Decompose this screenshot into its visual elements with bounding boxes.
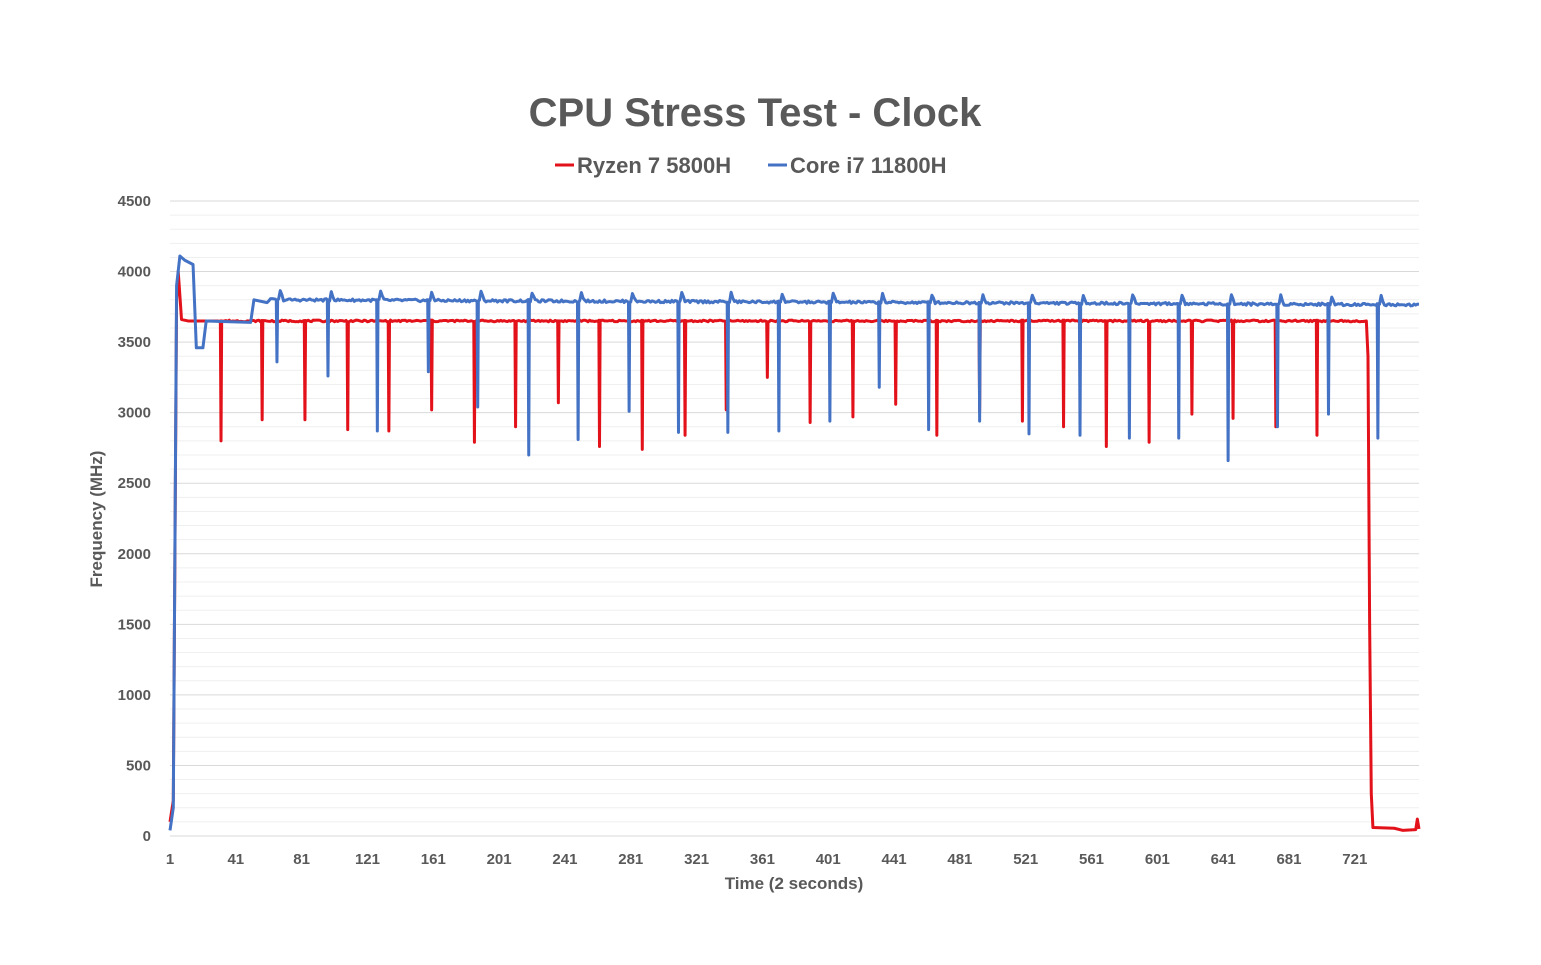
- x-tick-label: 41: [227, 851, 244, 868]
- y-tick-label: 1500: [118, 616, 151, 633]
- x-axis-ticks: 1 41 81 121 161 201 241 281 321 361 401 441 481 521 56…: [166, 851, 1368, 868]
- x-tick-label: 521: [1013, 851, 1038, 868]
- x-tick-label: 681: [1276, 851, 1301, 868]
- legend-label-ryzen: Ryzen 7 5800H: [577, 153, 731, 178]
- x-tick-label: 441: [882, 851, 907, 868]
- x-tick-label: 401: [816, 851, 841, 868]
- y-axis-ticks: 0 500 1000 1500 2000 2500 3000 3500 4000 4500: [118, 193, 151, 845]
- x-tick-label: 561: [1079, 851, 1104, 868]
- y-tick-label: 3500: [118, 334, 151, 351]
- y-tick-label: 1000: [118, 687, 151, 704]
- x-tick-label: 281: [618, 851, 643, 868]
- series-line-ryzen-7-5800h: [168, 270, 1421, 832]
- x-tick-label: 641: [1211, 851, 1236, 868]
- series-lines: [168, 254, 1421, 832]
- chart-title: CPU Stress Test - Clock: [529, 91, 982, 135]
- x-tick-label: 321: [684, 851, 709, 868]
- y-tick-label: 3000: [118, 405, 151, 422]
- gridlines: [170, 200, 1419, 837]
- legend-label-core: Core i7 11800H: [790, 153, 947, 178]
- series-line-core-i7-11800h: [168, 254, 1420, 831]
- x-tick-label: 361: [750, 851, 775, 868]
- legend: Ryzen 7 5800H Core i7 11800H: [555, 153, 947, 178]
- x-tick-label: 201: [487, 851, 512, 868]
- x-tick-label: 721: [1342, 851, 1367, 868]
- x-tick-label: 481: [947, 851, 972, 868]
- x-tick-label: 601: [1145, 851, 1170, 868]
- y-tick-label: 4500: [118, 193, 151, 210]
- x-tick-label: 121: [355, 851, 380, 868]
- x-tick-label: 161: [421, 851, 446, 868]
- y-axis-label: Frequency (MHz): [87, 451, 106, 588]
- x-tick-label: 81: [293, 851, 310, 868]
- y-tick-label: 2500: [118, 475, 151, 492]
- x-tick-label: 1: [166, 851, 174, 868]
- y-tick-label: 2000: [118, 546, 151, 563]
- y-tick-label: 4000: [118, 264, 151, 281]
- x-axis-label: Time (2 seconds): [725, 874, 864, 893]
- y-tick-label: 0: [143, 828, 151, 845]
- x-tick-label: 241: [552, 851, 577, 868]
- y-tick-label: 500: [126, 757, 151, 774]
